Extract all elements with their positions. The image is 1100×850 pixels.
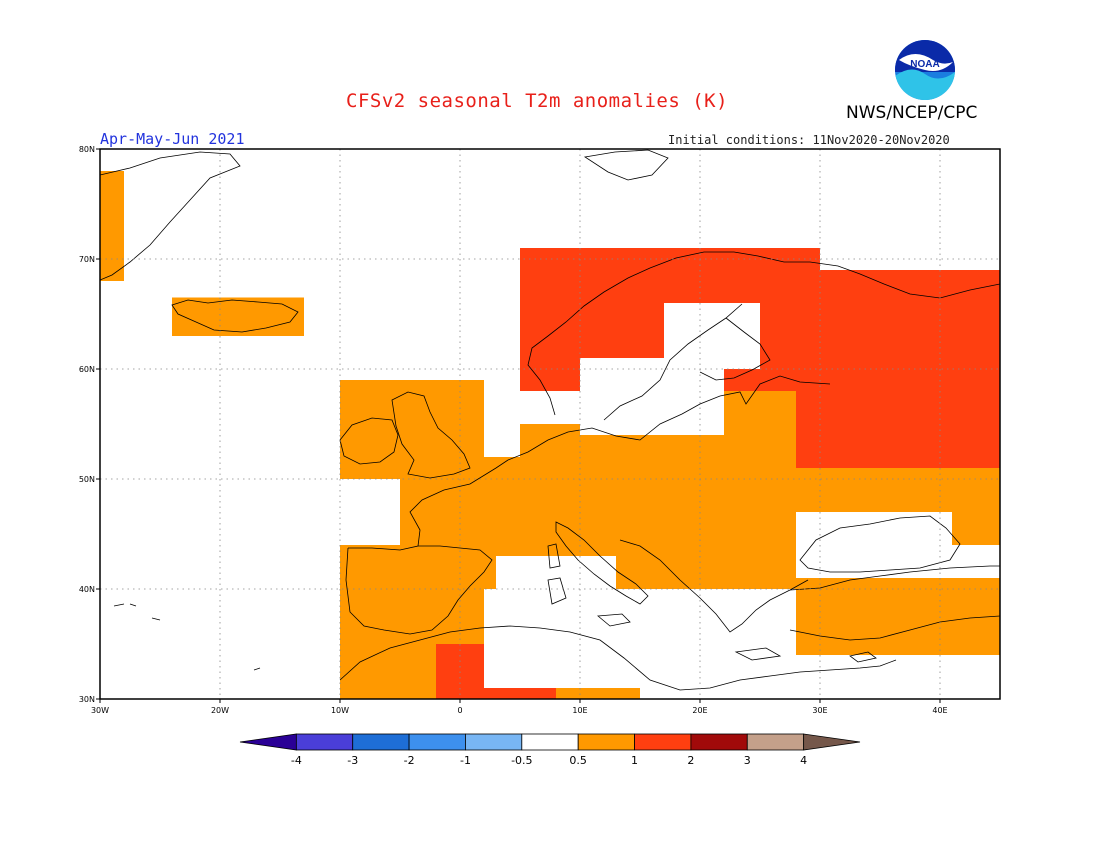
colorbar-label: 2 xyxy=(687,754,694,767)
colorbar: -4 -3 -2 -1 -0.5 0.5 1 2 3 4 xyxy=(239,733,861,767)
colorbar-swatch-0 xyxy=(239,733,297,751)
coastline-layer xyxy=(100,149,1000,691)
lon-tick-label: 0 xyxy=(457,706,462,715)
colorbar-swatch-9 xyxy=(746,733,805,751)
anomaly-region-8 xyxy=(772,578,1000,655)
forecast-period-label: Apr-May-Jun 2021 xyxy=(100,130,245,148)
neutral-region-1 xyxy=(796,512,952,578)
colorbar-label: -1 xyxy=(460,754,471,767)
colorbar-swatch-2 xyxy=(352,733,410,751)
lon-tick-label: 30E xyxy=(812,706,827,715)
lat-tick-label: 80N xyxy=(79,145,95,154)
graticule xyxy=(100,149,1000,699)
map-frame xyxy=(99,148,1001,700)
colorbar-label: -0.5 xyxy=(511,754,532,767)
lon-tick-label: 10E xyxy=(572,706,587,715)
map-title: CFSv2 seasonal T2m anomalies (K) xyxy=(346,90,729,112)
initial-conditions-label: Initial conditions: 11Nov2020-20Nov2020 xyxy=(668,133,950,147)
colorbar-swatch-7 xyxy=(634,733,692,751)
colorbar-swatch-8 xyxy=(690,733,748,751)
colorbar-swatch-1 xyxy=(295,733,354,751)
lon-tick-label: 30W xyxy=(91,706,109,715)
lon-tick-label: 20W xyxy=(211,706,229,715)
colorbar-swatch-4 xyxy=(465,733,523,751)
colorbar-label: 0.5 xyxy=(569,754,587,767)
neutral-region-2 xyxy=(580,358,724,435)
lat-tick-label: 40N xyxy=(79,585,95,594)
lat-tick-label: 70N xyxy=(79,255,95,264)
noaa-logo: NOAA xyxy=(895,40,955,100)
lat-tick-label: 60N xyxy=(79,365,95,374)
axis-labels: 30W 20W 10W 0 10E 20E 30E 40E 30N 40N 50N 60N 70N 80N xyxy=(79,145,948,715)
colorbar-label: -3 xyxy=(347,754,358,767)
colorbar-label: 4 xyxy=(800,754,807,767)
anomaly-region-11 xyxy=(172,297,304,336)
colorbar-label: 3 xyxy=(744,754,751,767)
lat-tick-label: 30N xyxy=(79,695,95,704)
anomaly-region-2 xyxy=(340,545,496,633)
colorbar-swatch-6 xyxy=(577,733,635,751)
lon-tick-label: 40E xyxy=(932,706,947,715)
colorbar-swatch-10 xyxy=(803,733,861,751)
colorbar-swatch-3 xyxy=(408,733,466,751)
neutral-region-3 xyxy=(664,303,760,369)
lon-tick-label: 10W xyxy=(331,706,349,715)
colorbar-label: -2 xyxy=(404,754,415,767)
colorbar-label: -4 xyxy=(291,754,302,767)
lat-tick-label: 50N xyxy=(79,475,95,484)
noaa-logo-text: NOAA xyxy=(910,59,939,70)
lon-tick-label: 20E xyxy=(692,706,707,715)
colorbar-swatch-5 xyxy=(521,733,579,751)
colorbar-label: 1 xyxy=(631,754,638,767)
agency-label: NWS/NCEP/CPC xyxy=(846,103,978,123)
anomaly-region-12 xyxy=(100,171,124,281)
